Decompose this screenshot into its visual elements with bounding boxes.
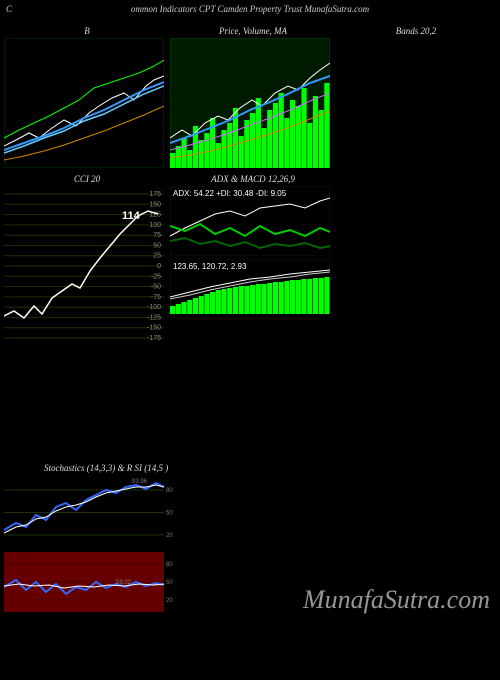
svg-text:-50: -50 bbox=[151, 284, 161, 291]
svg-text:-75: -75 bbox=[151, 294, 161, 301]
title-stoch-rsi: Stochastics (14,3,3) & R SI (14,5 ) bbox=[4, 461, 334, 475]
chart-adx: ADX: 54.22 +DI: 30.48 -DI: 9.05 bbox=[170, 186, 330, 256]
title-adx-macd: ADX & MACD 12,26,9 bbox=[170, 172, 336, 186]
svg-text:80: 80 bbox=[166, 562, 173, 568]
svg-text:ADX: 54.22 +DI: 30.48 -DI: 9: ADX: 54.22 +DI: 30.48 -DI: 9.05 bbox=[173, 189, 287, 198]
svg-text:123.65, 120.72, 2.93: 123.65, 120.72, 2.93 bbox=[173, 262, 247, 271]
chart-macd: 123.65, 120.72, 2.93 bbox=[170, 259, 330, 314]
title-bbands-right: Bands 20,2 bbox=[336, 24, 496, 38]
spacer bbox=[0, 346, 500, 461]
chart-stoch: 80502093.96 bbox=[4, 475, 164, 550]
svg-text:75: 75 bbox=[153, 232, 161, 239]
page-header: C ommon Indicators CPT Camden Property T… bbox=[0, 0, 500, 18]
header-left-char: C bbox=[6, 4, 12, 14]
title-bbands: B bbox=[4, 24, 170, 38]
chart-cci: 1751501251007550250-25-50-75-100-125-150… bbox=[4, 186, 164, 346]
svg-text:0: 0 bbox=[157, 263, 161, 270]
chart-rsi: 80502053.02 bbox=[4, 552, 164, 612]
svg-text:100: 100 bbox=[149, 222, 161, 229]
header-text: ommon Indicators CPT Camden Property Tru… bbox=[131, 4, 369, 14]
svg-text:-175: -175 bbox=[147, 335, 161, 342]
chart-bbands bbox=[4, 38, 164, 168]
svg-text:25: 25 bbox=[153, 253, 161, 260]
svg-text:50: 50 bbox=[153, 242, 161, 249]
svg-text:175: 175 bbox=[149, 191, 161, 198]
svg-text:150: 150 bbox=[149, 201, 161, 208]
svg-text:80: 80 bbox=[166, 488, 173, 494]
chart-price-ma bbox=[170, 38, 330, 168]
svg-text:-125: -125 bbox=[147, 314, 161, 321]
svg-text:20: 20 bbox=[166, 533, 173, 539]
title-price-ma: Price, Volume, MA bbox=[170, 24, 336, 38]
svg-text:114: 114 bbox=[122, 210, 141, 222]
svg-text:93.96: 93.96 bbox=[132, 479, 148, 485]
svg-text:20: 20 bbox=[166, 598, 173, 604]
svg-text:50: 50 bbox=[166, 511, 173, 517]
svg-text:-25: -25 bbox=[151, 273, 161, 280]
svg-text:-150: -150 bbox=[147, 325, 161, 332]
svg-text:53.02: 53.02 bbox=[116, 580, 132, 586]
watermark: MunafaSutra.com bbox=[303, 585, 490, 615]
svg-text:50: 50 bbox=[166, 580, 173, 586]
svg-text:-100: -100 bbox=[147, 304, 161, 311]
title-cci: CCI 20 bbox=[4, 172, 170, 186]
